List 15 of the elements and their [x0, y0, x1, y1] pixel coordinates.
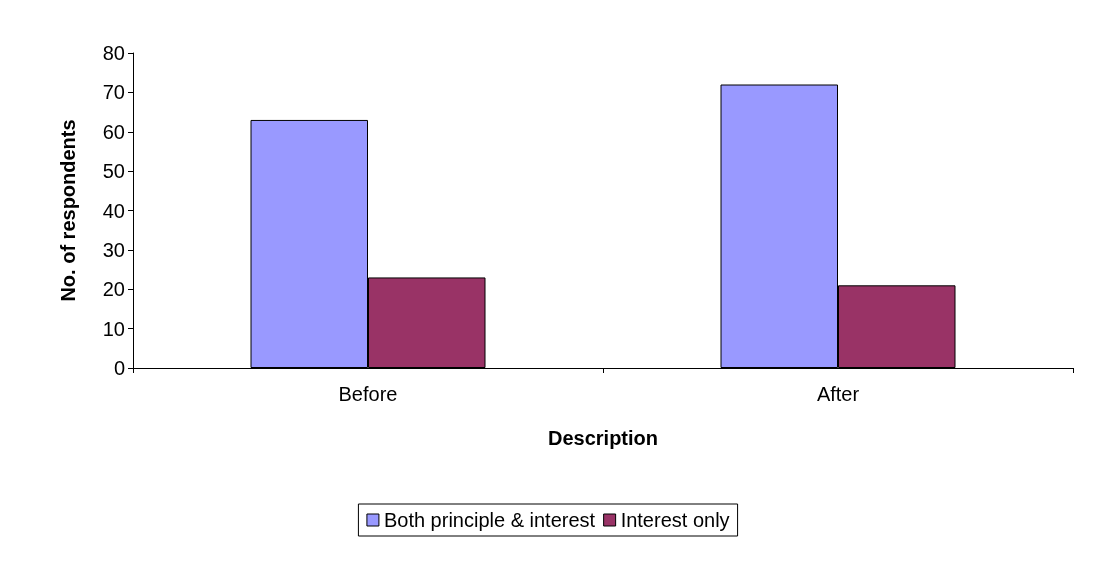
y-tick-label: 70 — [102, 81, 125, 104]
y-tick-label: 50 — [102, 160, 125, 183]
y-tick-label: 20 — [102, 278, 125, 301]
y-axis-title: No. of respondents — [57, 119, 79, 302]
y-tick-label: 10 — [102, 317, 125, 340]
legend-label: Both principle & interest — [383, 509, 596, 531]
y-tick-label: 30 — [102, 238, 125, 261]
y-tick-label: 0 — [113, 357, 125, 379]
y-tick-label: 60 — [102, 120, 125, 143]
legend-label: Interest only — [620, 509, 730, 531]
x-tick-label: After — [816, 383, 860, 405]
y-tick-label: 40 — [102, 199, 125, 222]
y-tick-label: 80 — [102, 42, 125, 64]
x-tick-label: Before — [338, 383, 398, 405]
x-axis-title: Description — [547, 427, 659, 449]
